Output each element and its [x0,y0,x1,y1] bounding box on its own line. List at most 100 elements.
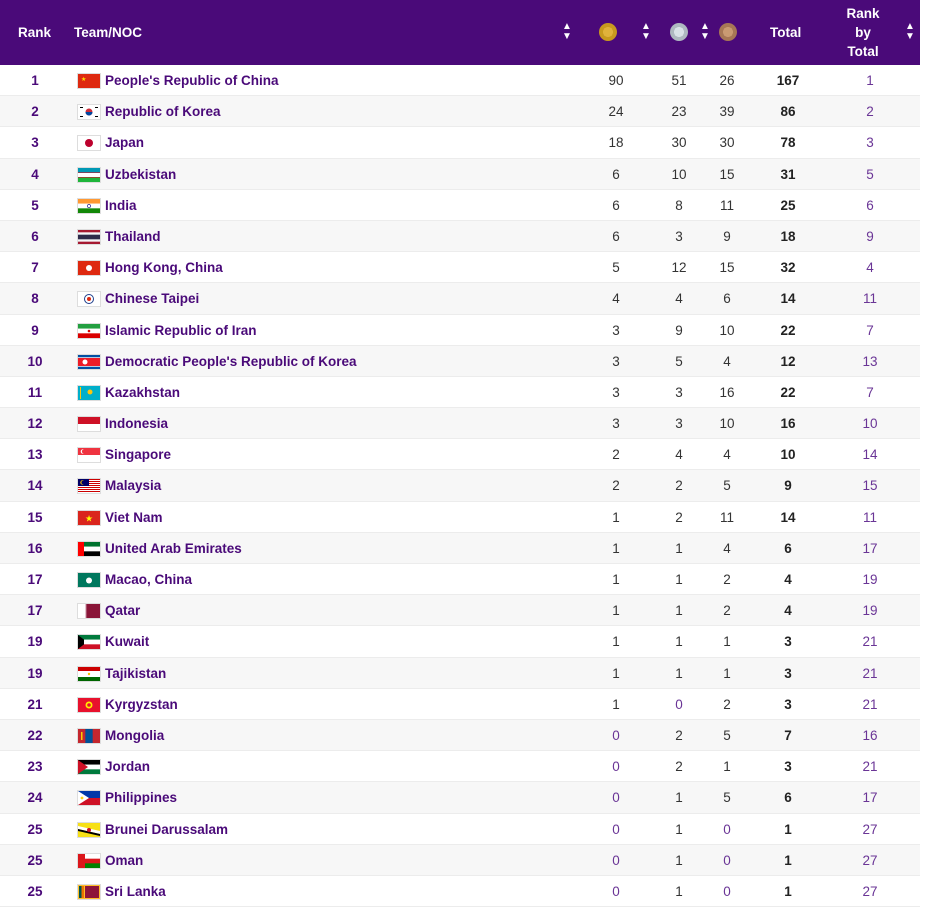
total-count: 3 [784,665,792,681]
team-name-link[interactable]: Oman [105,852,144,868]
team-name-link[interactable]: India [105,197,137,213]
bronze-count: 6 [723,291,731,307]
table-row: 8 Chinese Taipei 4 4 6 14 11 [0,283,920,315]
silver-count: 1 [675,665,683,681]
gold-count: 5 [612,260,620,276]
bronze-count: 1 [723,665,731,681]
rank-by-total: 21 [862,759,878,775]
bronze-count: 39 [719,104,735,120]
team-name-link[interactable]: Philippines [105,790,178,806]
team-name-link[interactable]: Malaysia [105,478,162,494]
india-flag-icon [77,197,101,214]
rank-by-total: 15 [862,478,878,494]
rank-cell: 25 [27,821,43,837]
total-count: 7 [784,727,792,743]
rank-by-total: 27 [862,883,878,899]
total-count: 4 [784,603,792,619]
bronze-count: 2 [723,572,731,587]
team-name-link[interactable]: People's Republic of China [105,73,279,88]
team-name-link[interactable]: Kazakhstan [105,384,181,400]
team-name-link[interactable]: Macao, China [105,572,193,587]
total-count: 22 [780,322,796,338]
total-count: 12 [780,353,796,369]
rank-cell: 24 [27,790,43,806]
total-count: 4 [784,572,792,587]
rank-by-total: 19 [862,572,878,587]
team-name-link[interactable]: Uzbekistan [105,166,177,182]
rank-cell: 9 [31,322,39,338]
total-count: 1 [784,852,792,868]
silver-count: 1 [675,883,683,899]
team-name-link[interactable]: Sri Lanka [105,883,166,899]
table-row: 25 Brunei Darussalam 0 1 0 1 27 [0,814,920,845]
gold-count: 2 [612,447,620,463]
rank-cell: 19 [27,665,43,681]
sort-arrows-icon[interactable]: ▲ ▼ [905,21,915,42]
header-rank-by-total[interactable]: Rank by Total [842,0,884,65]
gold-count: 90 [608,73,624,88]
team-name-link[interactable]: Chinese Taipei [105,291,200,307]
table-row: 25 Sri Lanka 0 1 0 1 27 [0,876,920,907]
team-name-link[interactable]: Tajikistan [105,665,167,681]
gold-count: 3 [612,322,620,338]
rank-cell: 1 [31,73,39,88]
team-name-link[interactable]: Jordan [105,759,151,775]
header-team[interactable]: Team/NOC [74,25,143,40]
rank-cell: 13 [27,447,43,463]
header-rank[interactable]: Rank [18,25,52,40]
team-name-link[interactable]: Kuwait [105,634,150,650]
bronze-count: 5 [723,790,731,806]
team-name-link[interactable]: Brunei Darussalam [105,821,229,837]
team-name-link[interactable]: Islamic Republic of Iran [105,322,257,338]
rank-cell: 2 [31,104,39,120]
sort-arrows-icon[interactable]: ▲ ▼ [700,21,710,42]
team-name-link[interactable]: Singapore [105,447,172,463]
rank-by-total: 21 [862,696,878,712]
team-name-link[interactable]: Kyrgyzstan [105,696,178,712]
team-name-link[interactable]: Viet Nam [105,509,163,525]
bronze-count: 5 [723,727,731,743]
team-name-link[interactable]: Democratic People's Republic of Korea [105,353,357,369]
silver-count: 1 [675,572,683,587]
team-name-link[interactable]: Qatar [105,603,141,619]
rank-by-total: 27 [862,821,878,837]
singapore-flag-icon [77,447,101,464]
team-name-link[interactable]: United Arab Emirates [105,540,242,556]
bronze-count: 1 [723,634,731,650]
sort-arrows-icon[interactable]: ▲ ▼ [562,21,572,42]
jordan-flag-icon [77,759,101,776]
table-body: 1 ★ People's Republic of China 90 51 26 167 1 2 R… [0,65,920,907]
silver-count: 12 [671,260,687,276]
team-name-link[interactable]: Indonesia [105,416,169,432]
hongkong-flag-icon [77,260,101,277]
header-total[interactable]: Total [770,25,802,40]
team-name-link[interactable]: Mongolia [105,727,165,743]
team-name-link[interactable]: Hong Kong, China [105,260,223,276]
rank-cell: 21 [27,696,43,712]
silver-count: 1 [675,603,683,619]
silver-count: 2 [675,509,683,525]
team-name-link[interactable]: Republic of Korea [105,104,221,120]
rank-by-total: 6 [866,197,874,213]
rank-by-total: 1 [866,73,874,88]
table-row: 3 Japan 18 30 30 78 3 [0,127,920,159]
bronze-count: 16 [719,384,735,400]
team-name-link[interactable]: Thailand [105,228,161,244]
silver-count: 1 [675,821,683,837]
oman-flag-icon [77,852,101,869]
rank-cell: 15 [27,509,43,525]
sort-arrows-icon[interactable]: ▲ ▼ [641,21,651,42]
table-row: 24 Philippines 0 1 5 6 17 [0,782,920,814]
silver-count: 5 [675,353,683,369]
qatar-flag-icon [77,603,101,620]
rank-by-total: 11 [862,509,877,525]
kuwait-flag-icon [77,634,101,651]
team-name-link[interactable]: Japan [105,135,145,151]
bronze-count: 0 [723,821,731,837]
gold-count: 1 [612,572,620,587]
vietnam-flag-icon: ★ [77,509,101,526]
total-count: 25 [780,197,796,213]
silver-count: 9 [675,322,683,338]
malaysia-flag-icon [77,478,101,495]
table-row: 5 India 6 8 11 25 6 [0,190,920,221]
